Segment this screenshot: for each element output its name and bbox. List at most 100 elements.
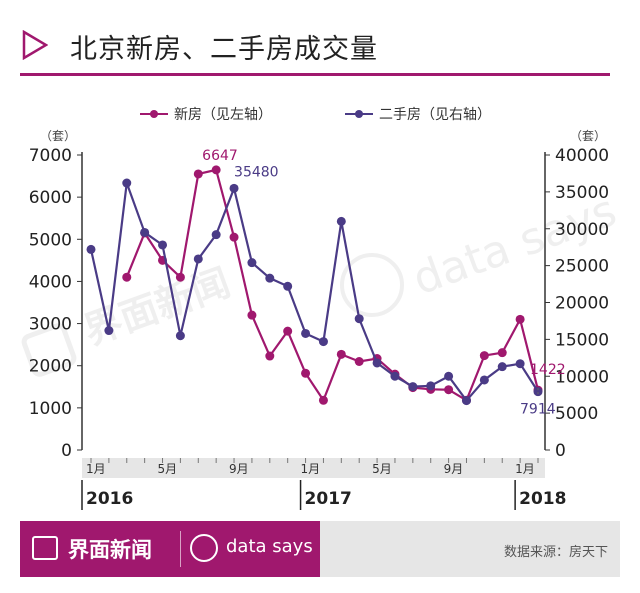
watermark-logo-icon <box>21 323 77 377</box>
series-point-0 <box>497 348 507 358</box>
series-point-0 <box>318 395 328 405</box>
series-point-0 <box>211 165 221 175</box>
footer-datasays: data says <box>226 536 313 557</box>
legend-marker-1 <box>355 110 363 118</box>
series-point-0 <box>283 326 293 336</box>
watermark-brand: 界面新闻 <box>78 260 236 353</box>
legend: 新房（见左轴） 二手房（见右轴） <box>140 107 491 123</box>
data-label: 35480 <box>234 164 279 180</box>
unit-right: （套） <box>570 129 606 143</box>
legend-marker-0 <box>150 110 158 118</box>
title-triangle-icon <box>22 30 48 60</box>
x-axis-band <box>82 458 545 478</box>
series-point-0 <box>193 169 203 179</box>
series-point-1 <box>86 244 96 254</box>
series-point-1 <box>283 281 293 291</box>
title-bar: 北京新房、二手房成交量 <box>0 0 640 80</box>
x-tick-label: 1月 <box>515 462 535 476</box>
series-point-1 <box>122 178 132 188</box>
axes: （套） （套） 0 1000 2000 3000 4000 5000 6000 7000 0 5000… <box>29 129 609 510</box>
footer-brand: 界面新闻 <box>68 538 152 562</box>
watermark-datasays-icon <box>340 253 404 317</box>
y-left-tick-label: 2000 <box>29 357 72 377</box>
series-point-1 <box>104 326 114 336</box>
series-point-1 <box>140 227 150 237</box>
series-point-1 <box>193 254 203 264</box>
series-point-1 <box>444 371 454 381</box>
footer-separator <box>180 531 181 567</box>
legend-label-0: 新房（见左轴） <box>174 107 272 123</box>
series-point-1 <box>461 396 471 406</box>
series-point-1 <box>354 314 364 324</box>
footer-source-bar: 数据来源：房天下 <box>320 521 620 577</box>
series-point-1 <box>336 216 346 226</box>
line-chart: 界面新闻 data says 新房（见左轴） 二手房（见右轴） （套） （套） 0 100… <box>21 107 623 510</box>
page-title: 北京新房、二手房成交量 <box>70 34 378 65</box>
y-left-tick-label: 7000 <box>29 146 72 166</box>
series-point-1 <box>211 230 221 240</box>
watermark-datasays: data says <box>406 185 623 305</box>
y-right-tick-label: 0 <box>555 441 566 461</box>
x-tick-label: 1月 <box>301 462 321 476</box>
series-point-1 <box>247 258 257 268</box>
brand-logo-icon <box>32 536 58 560</box>
footer: 界面新闻 data says 数据来源：房天下 <box>20 521 620 577</box>
year-label: 2018 <box>519 489 566 509</box>
series-point-0 <box>247 310 257 320</box>
y-left-tick-label: 0 <box>61 441 72 461</box>
y-left-tick-label: 1000 <box>29 399 72 419</box>
legend-label-1: 二手房（见右轴） <box>379 107 491 123</box>
year-label: 2016 <box>86 489 133 509</box>
x-tick-label: 1月 <box>86 462 106 476</box>
series-point-1 <box>497 362 507 372</box>
watermark: 界面新闻 data says <box>21 185 623 377</box>
x-tick-label: 9月 <box>444 462 464 476</box>
series-group <box>86 165 543 406</box>
x-tick-label: 5月 <box>158 462 178 476</box>
series-point-1 <box>158 240 168 250</box>
y-right-tick-label: 25000 <box>555 257 609 277</box>
y-right-tick-label: 5000 <box>555 404 598 424</box>
series-point-0 <box>444 385 454 395</box>
series-point-1 <box>479 375 489 385</box>
footer-source: 数据来源：房天下 <box>503 545 608 560</box>
series-point-0 <box>122 272 132 282</box>
series-point-1 <box>390 371 400 381</box>
y-left-tick-label: 4000 <box>29 272 72 292</box>
y-right-tick-label: 10000 <box>555 367 609 387</box>
year-label: 2017 <box>305 489 352 509</box>
data-label: 1422 <box>530 362 566 378</box>
series-point-1 <box>515 359 525 369</box>
y-right-tick-label: 20000 <box>555 294 609 314</box>
series-point-0 <box>301 368 311 378</box>
y-right-tick-label: 15000 <box>555 330 609 350</box>
series-point-1 <box>426 381 436 391</box>
footer-brand-bar: 界面新闻 data says <box>20 521 320 577</box>
series-line-1 <box>89 181 539 402</box>
series-point-1 <box>265 273 275 283</box>
y-right-tick-label: 30000 <box>555 220 609 240</box>
series-point-1 <box>318 337 328 347</box>
y-right-tick-label: 40000 <box>555 146 609 166</box>
y-left-tick-label: 3000 <box>29 315 72 335</box>
series-point-1 <box>372 358 382 368</box>
datasays-logo-icon <box>190 534 218 562</box>
title-rule <box>20 73 610 76</box>
data-label: 7914 <box>520 402 556 418</box>
series-point-0 <box>229 232 239 242</box>
series-point-0 <box>479 351 489 361</box>
series-point-1 <box>229 183 239 193</box>
series-point-1 <box>408 382 418 392</box>
series-point-0 <box>175 272 185 282</box>
y-left-tick-label: 5000 <box>29 230 72 250</box>
series-point-0 <box>354 357 364 366</box>
y-right-tick-label: 35000 <box>555 183 609 203</box>
x-tick-label: 5月 <box>372 462 392 476</box>
series-point-0 <box>265 351 275 361</box>
unit-left: （套） <box>40 129 76 143</box>
y-left-tick-label: 6000 <box>29 188 72 208</box>
x-tick-label: 9月 <box>229 462 249 476</box>
series-point-1 <box>533 387 543 397</box>
series-point-1 <box>175 331 185 341</box>
